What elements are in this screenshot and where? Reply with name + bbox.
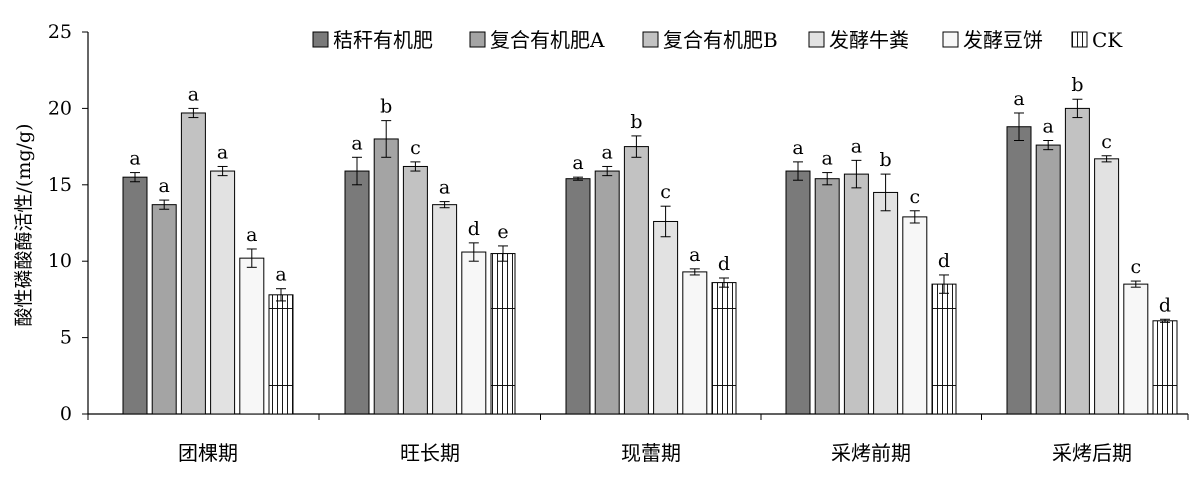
significance-label: b	[880, 149, 892, 171]
significance-label: b	[1071, 74, 1083, 96]
bar	[1064, 107, 1090, 415]
y-tick-label: 20	[48, 97, 72, 119]
bar	[432, 204, 458, 415]
bar	[1094, 158, 1120, 415]
significance-label: a	[851, 135, 862, 157]
significance-label: a	[351, 132, 362, 154]
significance-label: b	[630, 111, 642, 133]
significance-label: c	[1101, 131, 1112, 153]
significance-label: a	[572, 152, 583, 174]
significance-label: a	[275, 264, 286, 286]
bar	[711, 282, 737, 415]
significance-label: a	[602, 141, 613, 163]
significance-label: d	[468, 218, 480, 240]
legend-swatch	[312, 31, 329, 48]
significance-label: a	[246, 224, 257, 246]
bar	[268, 294, 294, 415]
bar	[814, 178, 840, 415]
legend-label: 复合有机肥A	[490, 28, 605, 52]
significance-label: a	[1013, 88, 1024, 110]
significance-label: b	[380, 96, 392, 118]
bar	[461, 251, 487, 415]
significance-label: d	[718, 253, 730, 275]
significance-label: a	[217, 141, 228, 163]
significance-label: a	[689, 244, 700, 266]
bar	[180, 112, 206, 415]
bar	[373, 138, 399, 415]
significance-label: d	[938, 250, 950, 272]
bars-layer	[122, 98, 1178, 415]
bar	[1035, 144, 1061, 415]
legend: 秸秆有机肥 复合有机肥A 复合有机肥B 发酵牛粪 发酵豆饼 CK	[312, 28, 1123, 52]
bar	[239, 257, 265, 415]
bar	[931, 283, 957, 415]
bar	[565, 178, 591, 415]
bar	[873, 191, 899, 415]
bar	[1006, 126, 1032, 415]
significance-label: a	[439, 177, 450, 199]
legend-swatch	[1071, 31, 1088, 48]
legend-label: CK	[1092, 28, 1123, 52]
x-category-label: 现蕾期	[621, 441, 681, 465]
bar	[682, 271, 708, 415]
bar	[623, 146, 649, 415]
bar	[151, 204, 177, 415]
significance-label: c	[1130, 256, 1141, 278]
significance-label: e	[497, 221, 508, 243]
x-category-label: 旺长期	[400, 441, 460, 465]
legend-swatch	[808, 31, 825, 48]
bar	[1123, 283, 1149, 415]
significance-label: d	[1159, 294, 1171, 316]
bar	[344, 170, 370, 415]
legend-swatch	[942, 31, 959, 48]
y-tick-label: 15	[48, 174, 72, 196]
bar	[785, 170, 811, 415]
bar	[210, 170, 236, 415]
legend-label: 复合有机肥B	[663, 28, 778, 52]
legend-label: 秸秆有机肥	[333, 28, 433, 52]
bar	[1152, 320, 1178, 415]
bar	[122, 176, 148, 415]
y-tick-label: 25	[48, 21, 72, 43]
significance-label: a	[792, 137, 803, 159]
bar	[902, 216, 928, 415]
x-category-label: 采烤后期	[1052, 441, 1132, 465]
x-category-label: 团棵期	[178, 441, 238, 465]
significance-label: a	[188, 83, 199, 105]
bar	[402, 165, 428, 415]
significance-label: c	[410, 137, 421, 159]
bar	[594, 170, 620, 415]
x-category-label: 采烤前期	[831, 441, 911, 465]
significance-label: a	[822, 148, 833, 170]
y-tick-label: 10	[48, 250, 72, 272]
legend-swatch	[642, 31, 659, 48]
significance-label: c	[660, 181, 671, 203]
bar	[843, 173, 869, 415]
significance-label: a	[1043, 115, 1054, 137]
y-axis-title: 酸性磷酸酶活性/(mg/g)	[13, 124, 35, 327]
legend-label: 发酵牛粪	[829, 28, 909, 52]
legend-label: 发酵豆饼	[963, 28, 1043, 52]
significance-label: a	[159, 175, 170, 197]
legend-swatch	[469, 31, 486, 48]
bar	[490, 253, 516, 415]
y-tick-label: 0	[60, 403, 72, 425]
y-tick-label: 5	[60, 327, 72, 349]
bar	[653, 220, 679, 415]
significance-label: c	[909, 186, 920, 208]
significance-label: a	[129, 148, 140, 170]
